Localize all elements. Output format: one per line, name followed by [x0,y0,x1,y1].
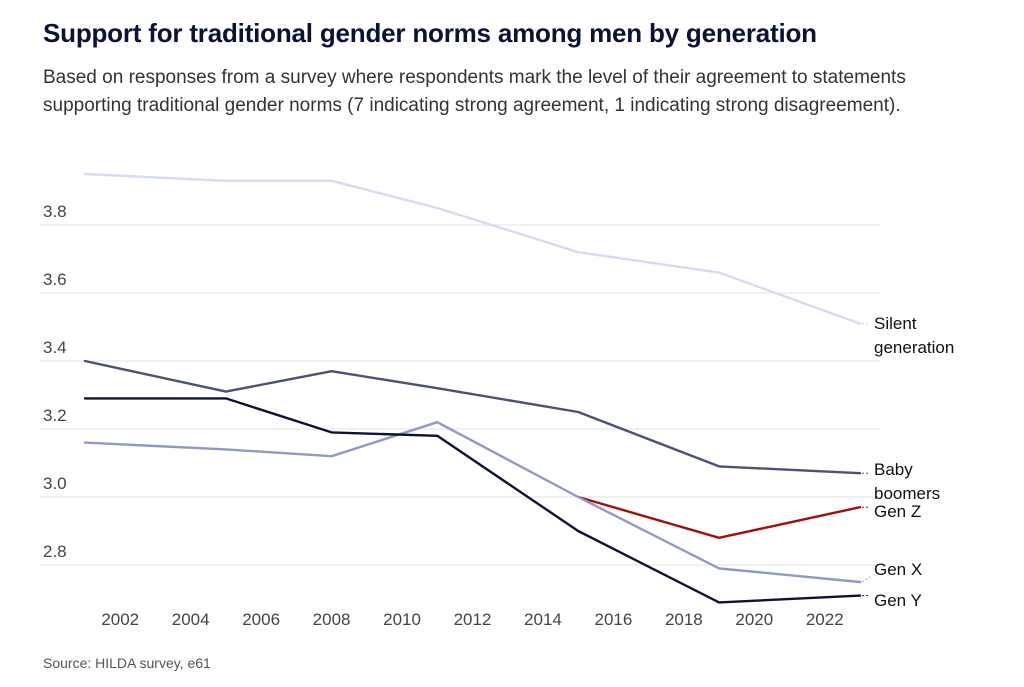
series-lines [83,172,862,604]
y-tick-label: 3.2 [43,406,67,425]
series-label-silent-generation: Silent generation [874,314,954,357]
series-label-line: Gen Y [874,591,922,610]
series-line-gen-z [577,495,862,539]
series-label-line: Gen Z [874,502,921,521]
gridlines [40,224,880,566]
series-label-line: Gen X [874,560,922,579]
chart-subtitle: Based on responses from a survey where r… [43,67,906,116]
series-label-gen-x: Gen X [874,560,922,579]
x-tick-label: 2022 [806,610,844,629]
x-tick-label: 2008 [313,610,351,629]
x-tick-label: 2012 [454,610,492,629]
series-line-silent-generation [83,172,862,325]
series-label-line: generation [874,338,954,357]
x-tick-label: 2014 [524,610,562,629]
x-tick-label: 2018 [665,610,703,629]
y-axis-ticks: 2.8 3.0 3.2 3.4 3.6 3.8 [43,202,67,561]
x-tick-label: 2004 [172,610,210,629]
y-tick-label: 3.4 [43,338,67,357]
y-tick-label: 3.6 [43,270,67,289]
y-tick-label: 3.8 [43,202,67,221]
x-tick-label: 2016 [594,610,632,629]
y-tick-label: 2.8 [43,542,67,561]
chart-title: Support for traditional gender norms amo… [43,18,817,48]
series-line-gen-x [83,421,862,584]
x-tick-label: 2002 [101,610,139,629]
series-label-line: Silent [874,314,917,333]
label-leader-gen-x [861,576,871,583]
y-tick-label: 3.0 [43,474,67,493]
x-axis-ticks: 2002 2004 2006 2008 2010 2012 2014 2016 2018 2020… [101,610,843,629]
x-tick-label: 2006 [242,610,280,629]
x-tick-label: 2020 [735,610,773,629]
series-line-gen-y [83,397,862,604]
series-label-gen-z: Gen Z [874,502,921,521]
series-line-baby-boomers [83,359,862,475]
source-note: Source: HILDA survey, e61 [43,655,211,671]
series-label-line: boomers [874,484,940,503]
series-label-baby-boomers: Baby boomers [874,460,940,503]
series-label-line: Baby [874,460,913,479]
x-tick-label: 2010 [383,610,421,629]
series-label-gen-y: Gen Y [874,591,922,610]
